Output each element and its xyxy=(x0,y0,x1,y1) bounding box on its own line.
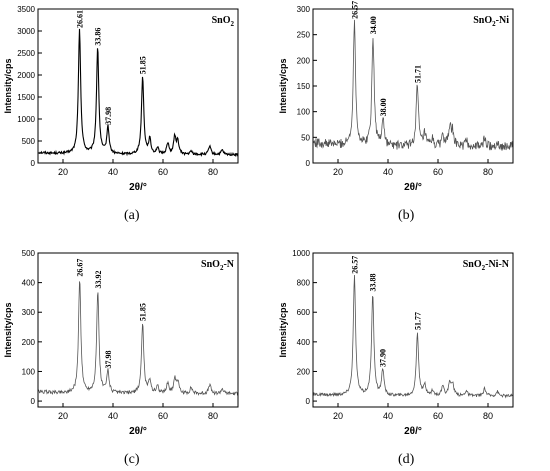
chart-panel-a: 20 40 60 80 0 500 1000 1500 2000 2500 3000 3500 2θ/°… xyxy=(3,5,239,193)
xrd-series-line xyxy=(312,19,514,151)
peak-label: 37.98 xyxy=(104,350,113,368)
peak-label: 51.85 xyxy=(139,303,148,321)
peak-label: 34.00 xyxy=(369,16,378,34)
y-tick-label: 1000 xyxy=(292,249,310,258)
x-tick-label: 40 xyxy=(108,167,118,177)
x-tick-label: 20 xyxy=(333,411,343,421)
y-tick-label: 0 xyxy=(306,159,311,168)
y-tick-label: 1500 xyxy=(17,93,35,102)
y-axis-label: Intensity/cps xyxy=(278,302,288,357)
y-axis-label: Intensity/cps xyxy=(278,58,288,113)
sample-label: SnO2-Ni-N xyxy=(463,259,510,272)
y-tick-label: 2500 xyxy=(17,49,35,58)
chart-panel-d: 20 40 60 80020040060080010002θ/°Intensity/c… xyxy=(278,249,514,437)
sample-label: SnO2-N xyxy=(201,259,235,272)
peak-label: 26.61 xyxy=(76,10,85,28)
plot-frame xyxy=(37,252,239,408)
y-tick-label: 50 xyxy=(301,133,310,142)
xrd-series-line xyxy=(37,281,239,396)
y-tick-label: 0 xyxy=(31,159,36,168)
x-tick-label: 80 xyxy=(483,411,493,421)
x-axis-label: 2θ/° xyxy=(404,182,422,193)
y-tick-label: 100 xyxy=(22,367,36,376)
x-tick-label: 80 xyxy=(208,411,218,421)
y-tick-label: 1000 xyxy=(17,115,35,124)
x-tick-label: 40 xyxy=(383,411,393,421)
peak-label: 33.86 xyxy=(94,28,103,46)
y-tick-label: 200 xyxy=(297,56,311,65)
y-tick-label: 150 xyxy=(297,82,311,91)
peak-label: 37.90 xyxy=(379,349,388,367)
plot-frame xyxy=(312,252,514,408)
y-tick-label: 0 xyxy=(306,397,311,406)
chart-panel-c: 20 40 60 80 0 100 200 300 400 500 2θ/° Intensity/cp… xyxy=(3,249,239,437)
peak-label: 26.57 xyxy=(350,256,359,274)
peak-label: 33.88 xyxy=(369,273,378,291)
x-tick-label: 20 xyxy=(58,411,68,421)
y-tick-label: 300 xyxy=(22,308,36,317)
y-tick-label: 250 xyxy=(297,31,311,40)
caption-b: (b) xyxy=(398,208,415,223)
y-tick-label: 200 xyxy=(22,338,36,347)
y-tick-label: 100 xyxy=(297,108,311,117)
caption-c: (c) xyxy=(124,452,140,467)
y-tick-label: 3000 xyxy=(17,27,35,36)
x-tick-label: 60 xyxy=(433,411,443,421)
x-tick-label: 40 xyxy=(383,167,393,177)
peak-label: 33.92 xyxy=(94,271,103,289)
y-tick-label: 0 xyxy=(31,397,36,406)
peak-label: 51.85 xyxy=(139,56,148,74)
peak-label: 51.71 xyxy=(413,65,422,83)
caption-a: (a) xyxy=(124,208,140,223)
xrd-series-line xyxy=(312,274,514,399)
y-tick-label: 500 xyxy=(22,137,36,146)
peak-label: 37.98 xyxy=(104,107,113,125)
y-tick-label: 500 xyxy=(22,249,36,258)
y-tick-label: 2000 xyxy=(17,71,35,80)
y-tick-label: 600 xyxy=(297,308,311,317)
y-tick-label: 200 xyxy=(297,367,311,376)
y-axis-label: Intensity/cps xyxy=(3,58,13,113)
y-axis-label: Intensity/cps xyxy=(3,302,13,357)
x-axis-label: 2θ/° xyxy=(129,426,147,437)
x-axis-label: 2θ/° xyxy=(404,426,422,437)
y-tick-label: 3500 xyxy=(17,5,35,14)
peak-label: 38.00 xyxy=(379,98,388,116)
sample-label: SnO2-Ni xyxy=(473,15,509,28)
x-tick-label: 40 xyxy=(108,411,118,421)
peak-label: 26.67 xyxy=(76,259,85,277)
x-tick-label: 60 xyxy=(158,167,168,177)
y-tick-label: 800 xyxy=(297,279,311,288)
y-tick-label: 400 xyxy=(22,279,36,288)
peak-label: 51.77 xyxy=(413,312,422,330)
sample-label: SnO2 xyxy=(212,15,235,28)
x-tick-label: 20 xyxy=(58,167,68,177)
plot-frame xyxy=(37,8,239,164)
x-tick-label: 60 xyxy=(158,411,168,421)
x-tick-label: 60 xyxy=(433,167,443,177)
x-tick-label: 20 xyxy=(333,167,343,177)
y-tick-label: 300 xyxy=(297,5,311,14)
caption-d: (d) xyxy=(398,452,415,467)
y-tick-label: 400 xyxy=(297,338,311,347)
peak-label: 26.57 xyxy=(350,1,359,19)
xrd-series-line xyxy=(37,28,239,158)
x-axis-label: 2θ/° xyxy=(129,182,147,193)
x-tick-label: 80 xyxy=(208,167,218,177)
chart-panel-b: 20 40 60 80 0 50 100 150 200 250 300 2θ/° Intensity/… xyxy=(278,1,514,193)
x-tick-label: 80 xyxy=(483,167,493,177)
